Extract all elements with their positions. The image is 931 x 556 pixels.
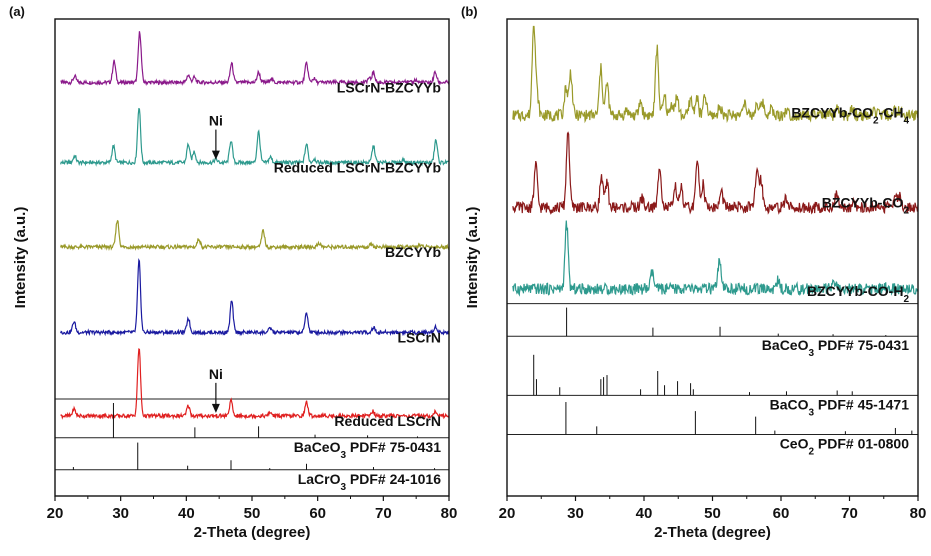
x-tick-label: 30 <box>112 505 129 522</box>
x-tick-label: 20 <box>499 505 516 522</box>
x-tick-label: 70 <box>841 505 858 522</box>
series-label-bzcyyb-co2-ch4: BZCYYb-CO2-CH4 <box>791 104 909 126</box>
panel-label: (a) <box>9 4 25 19</box>
x-tick-label: 40 <box>178 505 195 522</box>
x-tick-label: 60 <box>773 505 790 522</box>
panel-b-chart: (b) BZCYYb-CO2-CH4 BZCYYb-CO2 BZCYYb-CO-H2 B… <box>461 4 926 541</box>
series-curve-bzcyyb-co-h2 <box>512 220 919 297</box>
x-tick-label: 30 <box>567 505 584 522</box>
series-label-lscrn: LSCrN <box>397 329 441 345</box>
x-tick-label: 70 <box>375 505 392 522</box>
series-label-reduced-lscrn-bzcyyb: Reduced LSCrN-BZCYYb <box>274 160 441 176</box>
series-curve-bzcyyb-co2 <box>512 131 919 216</box>
series-curve-bzcyyb <box>60 219 450 251</box>
ni-arrow-head <box>211 150 220 160</box>
series-label-bzcyyb-co-h2: BZCYYb-CO-H2 <box>807 283 909 305</box>
x-axis-title: 2-Theta (degree) <box>654 524 771 541</box>
y-axis-title: Intensity (a.u.) <box>464 207 481 309</box>
ni-annotation: Ni <box>209 113 223 129</box>
reference-label: CeO2 PDF# 01-0800 <box>780 435 910 457</box>
series-label-lscrn-bzcyyb: LSCrN-BZCYYb <box>337 79 441 95</box>
reference-label: LaCrO3 PDF# 24-1016 <box>298 471 442 493</box>
x-tick-label: 80 <box>441 505 458 522</box>
series-curve-reduced-lscrn <box>60 348 450 421</box>
series-label-bzcyyb: BZCYYb <box>385 244 441 260</box>
reference-label: BaCeO3 PDF# 75-0431 <box>762 337 909 359</box>
x-axis-title: 2-Theta (degree) <box>194 524 311 541</box>
series-curve-bzcyyb-co2-ch4 <box>512 25 919 124</box>
x-tick-label: 80 <box>910 505 927 522</box>
reference-label: BaCeO3 PDF# 75-0431 <box>294 439 441 461</box>
x-tick-label: 40 <box>636 505 653 522</box>
x-tick-label: 50 <box>704 505 721 522</box>
series-label-reduced-lscrn: Reduced LSCrN <box>334 413 441 429</box>
x-tick-label: 20 <box>47 505 64 522</box>
panel-a-chart: (a) LSCrN-BZCYYb Reduced LSCrN-BZCYYb BZCYY… <box>9 4 457 541</box>
panel-label: (b) <box>461 4 478 19</box>
reference-label: BaCO3 PDF# 45-1471 <box>770 396 910 418</box>
x-tick-label: 60 <box>309 505 326 522</box>
y-axis-title: Intensity (a.u.) <box>12 207 29 309</box>
series-curve-lscrn-bzcyyb <box>60 31 450 87</box>
series-label-bzcyyb-co2: BZCYYb-CO2 <box>822 194 910 216</box>
x-tick-label: 50 <box>244 505 261 522</box>
series-curve-lscrn <box>60 257 450 337</box>
ni-arrow-head <box>211 403 220 413</box>
series-curve-reduced-lscrn-bzcyyb <box>60 107 450 167</box>
ni-annotation: Ni <box>209 366 223 382</box>
